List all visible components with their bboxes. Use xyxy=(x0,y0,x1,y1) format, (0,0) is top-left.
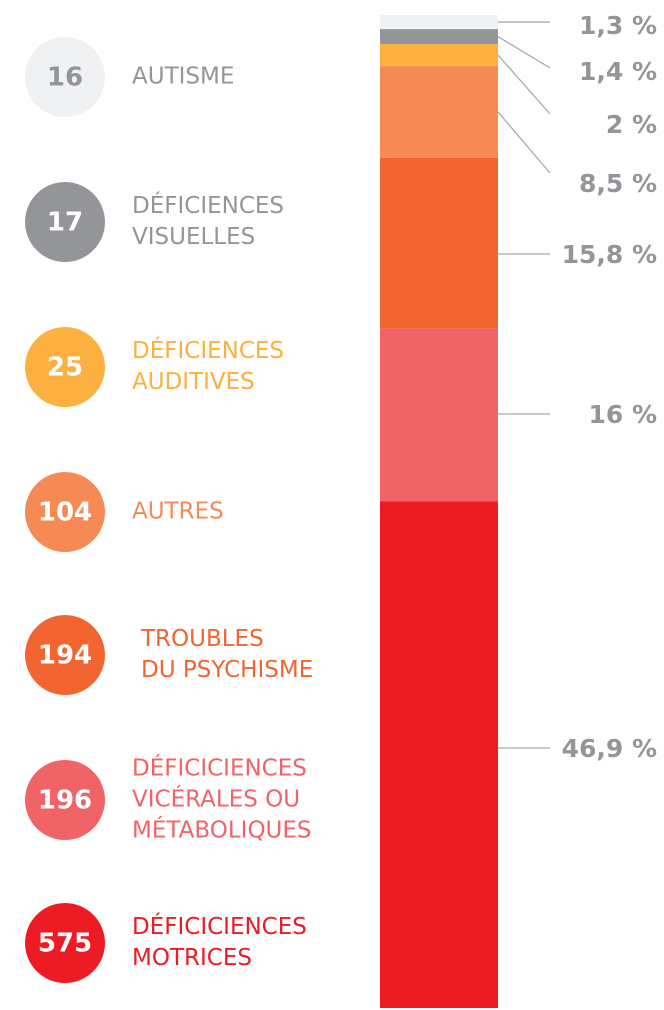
percent-label: 1,4 % xyxy=(579,57,657,86)
legend-circle xyxy=(25,327,105,407)
bar-segment xyxy=(380,44,498,67)
legend-label: VISUELLES xyxy=(132,224,255,250)
legend-count: 194 xyxy=(38,641,92,671)
bar-segment xyxy=(380,15,498,30)
legend-circle xyxy=(25,472,105,552)
legend-label: DÉFICIENCES xyxy=(132,191,284,219)
bar-segment xyxy=(380,66,498,158)
legend-label: AUTRES xyxy=(132,499,224,525)
bar-segment xyxy=(380,328,498,502)
legend-label: MOTRICES xyxy=(132,945,252,971)
leader-line xyxy=(497,36,551,69)
legend-label: DU PSYCHISME xyxy=(141,657,313,683)
legend-label: MÉTABOLIQUES xyxy=(132,816,312,844)
bar-segment xyxy=(380,29,498,45)
legend-count: 17 xyxy=(47,208,83,238)
legend-circle xyxy=(25,615,105,695)
legend-label: DÉFICIENCES xyxy=(132,336,284,364)
legend-circle xyxy=(25,903,105,983)
legend-circle xyxy=(25,37,105,117)
legend-label: VICÉRALES OU xyxy=(132,785,300,813)
legend-count: 575 xyxy=(38,929,92,959)
percent-label: 1,3 % xyxy=(579,11,657,40)
percent-label: 16 % xyxy=(588,400,657,429)
legend-label: AUDITIVES xyxy=(132,369,255,395)
percent-label: 8,5 % xyxy=(579,169,657,198)
legend-label: DÉFICICIENCES xyxy=(132,912,307,940)
bar-segment xyxy=(380,157,498,329)
legend-count: 25 xyxy=(47,353,83,383)
leader-line xyxy=(497,54,551,115)
legend-circle xyxy=(25,182,105,262)
percent-label: 2 % xyxy=(606,110,657,139)
legend-label: TROUBLES xyxy=(140,626,264,652)
legend-label: DÉFICICIENCES xyxy=(132,754,307,782)
legend-circle xyxy=(25,760,105,840)
legend-label: AUTISME xyxy=(132,64,234,90)
leader-line xyxy=(497,111,551,174)
legend-count: 104 xyxy=(38,498,92,528)
percent-label: 15,8 % xyxy=(562,240,657,269)
legend-count: 196 xyxy=(38,786,92,816)
percent-label: 46,9 % xyxy=(562,734,657,763)
bar-segment xyxy=(380,501,498,1008)
legend-count: 16 xyxy=(47,63,83,93)
